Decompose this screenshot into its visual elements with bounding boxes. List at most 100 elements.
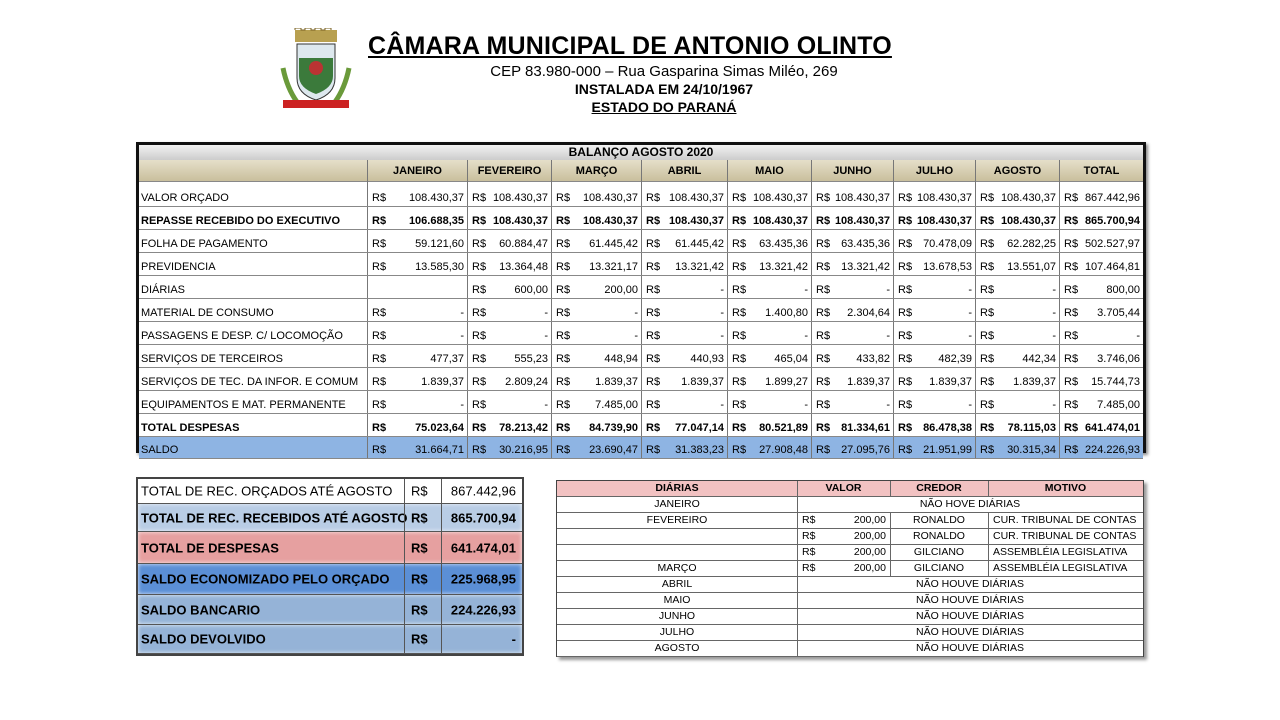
currency-symbol: R$ — [372, 353, 387, 365]
divider — [890, 529, 891, 544]
value-cell: R$ 448,94 — [551, 345, 641, 367]
amount: 70.478,09 — [923, 238, 972, 250]
divider — [797, 593, 798, 608]
amount: 108.430,37 — [1000, 215, 1056, 227]
currency-symbol: R$ — [1064, 422, 1079, 434]
diarias-header-row: DIÁRIAS VALOR CREDOR MOTIVO — [557, 481, 1143, 497]
row-label: REPASSE RECEBIDO DO EXECUTIVO — [141, 215, 341, 227]
currency-symbol: R$ — [816, 215, 831, 227]
amount: 77.047,14 — [675, 422, 724, 434]
summary-table: TOTAL DE REC. ORÇADOS ATÉ AGOSTO R$ 867.44… — [136, 477, 524, 656]
balance-header-row: JANEIRO FEVEREIRO MARÇO ABRIL MAIO JUNHO JULHO… — [139, 160, 1143, 182]
divider — [797, 641, 798, 656]
credor: GILCIANO — [913, 562, 965, 574]
value-cell: R$ 27.095,76 — [811, 437, 893, 458]
currency-symbol: R$ — [372, 330, 387, 342]
summary-value: 867.442,96 — [450, 483, 516, 499]
divider — [797, 625, 798, 640]
amount: - — [544, 399, 548, 411]
currency-symbol: R$ — [372, 307, 387, 319]
value-cell: R$ 1.839,37 — [893, 368, 975, 390]
value-cell: R$ - — [727, 391, 811, 413]
table-row: PREVIDENCIA R$ 13.585,30 R$ 13.364,48 R$ 13.32… — [139, 253, 1143, 276]
amount: - — [886, 284, 890, 296]
amount: - — [1052, 307, 1056, 319]
value-cell: R$ - — [975, 276, 1059, 298]
summary-label: SALDO ECONOMIZADO PELO ORÇADO — [141, 571, 390, 587]
summary-label: SALDO BANCARIO — [141, 602, 261, 617]
divider — [404, 625, 405, 653]
state: ESTADO DO PARANÁ — [591, 99, 737, 115]
column-header: DIÁRIAS — [655, 482, 699, 494]
value-cell: R$ 3.705,44 — [1059, 299, 1143, 321]
divider — [797, 529, 798, 544]
summary-currency: R$ — [411, 602, 428, 617]
amount: 107.464,81 — [1084, 261, 1140, 273]
month: AGOSTO — [654, 642, 700, 654]
value-cell: R$ - — [893, 299, 975, 321]
currency-symbol: R$ — [898, 330, 913, 342]
summary-value: 865.700,94 — [450, 510, 516, 525]
value-cell: R$ 108.430,37 — [641, 207, 727, 229]
amount: 108.430,37 — [582, 192, 638, 204]
currency-symbol: R$ — [472, 444, 487, 456]
value-cell: R$ 3.746,06 — [1059, 345, 1143, 367]
column-header-maio: MAIO — [727, 160, 811, 182]
amount: 1.839,37 — [1013, 376, 1056, 388]
amount: 200,00 — [853, 530, 886, 542]
currency-symbol: R$ — [732, 238, 747, 250]
amount: 1.899,27 — [765, 376, 808, 388]
divider — [988, 513, 989, 528]
amount: 7.485,00 — [1097, 399, 1140, 411]
row-label: SERVIÇOS DE TERCEIROS — [141, 353, 284, 365]
summary-label: TOTAL DE REC. RECEBIDOS ATÉ AGOSTO — [141, 510, 408, 525]
currency-symbol: R$ — [980, 422, 995, 434]
currency-symbol: R$ — [898, 307, 913, 319]
diarias-row: MARÇO R$ 200,00 GILCIANO ASSEMBLÉIA LEGISLAT… — [557, 561, 1143, 577]
value-cell: R$ - — [367, 322, 467, 344]
value-cell: R$ 865.700,94 — [1059, 207, 1143, 229]
summary-row: SALDO DEVOLVIDO R$ - — [138, 625, 522, 654]
amount: 1.839,37 — [847, 376, 890, 388]
summary-row: SALDO BANCARIO R$ 224.226,93 — [138, 595, 522, 625]
divider — [890, 561, 891, 576]
currency-symbol: R$ — [1064, 376, 1079, 388]
value-cell: R$ 2.304,64 — [811, 299, 893, 321]
value-cell: R$ 7.485,00 — [551, 391, 641, 413]
currency-symbol: R$ — [816, 399, 831, 411]
divider — [797, 577, 798, 592]
value-cell: R$ - — [893, 322, 975, 344]
value-cell: R$ 21.951,99 — [893, 437, 975, 458]
amount: 27.908,48 — [759, 444, 808, 456]
value-cell: R$ 106.688,35 — [367, 207, 467, 229]
divider — [441, 595, 442, 624]
amount: - — [886, 399, 890, 411]
month: JUNHO — [658, 610, 696, 622]
currency-symbol: R$ — [802, 530, 816, 542]
summary-row: TOTAL DE REC. ORÇADOS ATÉ AGOSTO R$ 867.44… — [138, 479, 522, 504]
table-row: SERVIÇOS DE TERCEIROS R$ 477,37 R$ 555,23 R$ 4… — [139, 345, 1143, 368]
amount: 78.213,42 — [499, 422, 548, 434]
divider — [988, 561, 989, 576]
currency-symbol: R$ — [646, 307, 661, 319]
value-cell: R$ - — [641, 391, 727, 413]
amount: 108.430,37 — [582, 215, 638, 227]
amount: 61.445,42 — [589, 238, 638, 250]
amount: 108.430,37 — [668, 215, 724, 227]
diarias-row: R$ 200,00 GILCIANO ASSEMBLÉIA LEGISLATIVA — [557, 545, 1143, 561]
row-label: PREVIDENCIA — [141, 261, 216, 273]
amount: 13.678,53 — [923, 261, 972, 273]
column-header: VALOR — [825, 482, 862, 494]
value-cell: R$ - — [641, 299, 727, 321]
column-header-fevereiro: FEVEREIRO — [467, 160, 551, 182]
currency-symbol: R$ — [646, 376, 661, 388]
amount: 7.485,00 — [595, 399, 638, 411]
summary-row: TOTAL DE REC. RECEBIDOS ATÉ AGOSTO R$ 865.… — [138, 504, 522, 532]
value-cell: R$ 31.664,71 — [367, 437, 467, 458]
amount: 108.430,37 — [834, 215, 890, 227]
value-cell: R$ - — [811, 322, 893, 344]
currency-symbol: R$ — [556, 444, 571, 456]
amount: - — [720, 330, 724, 342]
divider — [404, 595, 405, 624]
column-header-junho: JUNHO — [811, 160, 893, 182]
